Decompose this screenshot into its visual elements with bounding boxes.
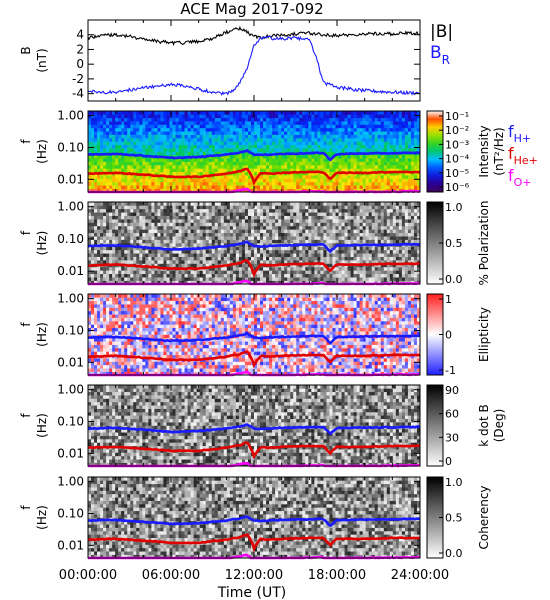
y-tick-label: 1.00 [57,383,84,397]
y-axis-unit: (Hz) [35,413,49,438]
fhe-plus-line [87,350,421,369]
colorbar-tick-label: 10⁻³ [445,138,469,151]
colorbar-tick-label: -1 [445,364,456,377]
colorbar-unit: (Deg) [492,409,506,443]
fhe-plus-line [87,533,421,552]
spectrogram-cells [88,202,421,285]
x-axis-label: Time (UT) [217,585,286,600]
fhe-plus-line [87,167,421,186]
colorbar-title: k dot B [477,404,491,446]
colorbar-tick-label: 0.0 [445,273,463,286]
legend-o-label: fO+ [508,166,532,189]
colorbar-title: Intensity [477,125,491,177]
colorbar-tick-label: 10⁻⁶ [445,181,470,194]
y-tick-label: 4 [76,28,84,42]
y-tick-label: 0.10 [57,140,84,154]
colorbar-tick-label: 1 [445,293,452,306]
colorbar [426,384,444,467]
y-axis-label: f [19,505,33,510]
colorbar-tick-label: 0 [445,329,452,342]
y-axis-label: f [19,230,33,235]
x-tick-label: 12:00:00 [225,568,283,583]
colorbar-tick-label: 1.0 [445,476,463,489]
y-axis-label: f [19,322,33,327]
spectrogram-cells [88,294,421,376]
y-tick-label: 0.10 [57,232,84,246]
y-tick-label: 1.00 [57,200,84,214]
panel-intensity: 1.00 0.10 0.01 f (Hz) 10⁻¹10⁻²10⁻³ 10⁻⁴10⁻⁵10⁻… [19,109,538,194]
colorbar [426,110,444,193]
colorbar-tick-label: 10⁻⁵ [445,167,469,180]
fh-plus-line [88,515,421,528]
fhe-plus-line [87,259,421,278]
y-tick-label: 0.01 [57,538,84,552]
colorbar-tick-label: 10⁻⁴ [445,153,470,166]
y-tick-label: -4 [72,87,84,101]
time-axis: 00:00:00 06:00:00 12:00:00 18:00:00 24:00:00 [59,568,449,583]
spectrogram-cells [88,477,421,559]
colorbar-tick-label: 0.0 [445,547,463,560]
colorbar-tick-label: 60 [445,408,459,421]
colorbar-tick-label: 1.0 [445,201,463,214]
colorbar-tick-label: 10⁻² [445,124,469,137]
y-tick-label: 1.00 [57,292,84,306]
panel-ellipticity: 1.00 0.10 0.01 f (Hz) 1 0 -1 Ellipticity [19,292,491,377]
legend-br-label: BR [430,43,450,67]
y-axis-label: f [19,139,33,144]
y-axis-unit: (Hz) [35,139,49,164]
series-b-line [87,25,421,47]
colorbar-tick-label: 0 [445,455,452,468]
colorbar-unit: (nT²/Hz) [492,127,506,175]
fh-plus-line [87,240,421,254]
y-tick-label: 0.10 [57,323,84,337]
fh-plus-line [87,148,421,162]
y-axis-label: B [19,46,33,54]
colorbar-title: Coherency [477,485,491,549]
colorbar-tick-label: 90 [445,384,459,397]
panels: 420-2-4B (nT)|B|BR1.000.100.01f (Hz)10⁻¹10… [19,19,538,560]
colorbar-tick-label: 30 [445,431,459,444]
legend-he-label: fHe+ [508,144,538,167]
y-tick-label: 0.01 [57,446,84,460]
fhe-plus-line [88,441,421,460]
x-tick-label: 24:00:00 [391,568,449,583]
y-tick-label: 0 [76,57,84,71]
colorbar-title: % Polarization [477,201,491,286]
y-tick-label: 0.10 [57,506,84,520]
colorbar-title: Ellipticity [477,307,491,362]
y-tick-label: 0.01 [57,264,84,278]
colorbar-tick-label: 0.5 [445,237,463,250]
y-tick-label: -2 [72,72,84,86]
x-tick-label: 18:00:00 [308,568,366,583]
y-tick-label: 1.00 [57,475,84,489]
y-tick-label: 2 [76,42,84,56]
panel-coherency: 1.00 0.10 0.01 f (Hz) 1.0 0.5 0.0 Coherency [19,475,491,560]
fh-plus-line [87,331,421,345]
y-tick-label: 0.01 [57,355,84,369]
colorbar-tick-label: 0.5 [445,512,463,525]
panel-polarization: 1.00 0.10 0.01 f (Hz) 1.0 0.5 0.0 % Polarization [19,200,491,286]
x-tick-label: 00:00:00 [59,568,117,583]
y-axis-unit: (Hz) [35,231,49,256]
panel-k-dot-b: 1.00 0.10 0.01 f (Hz) 90 60 30 0 k dot B (Deg) [19,383,506,468]
fh-plus-line [87,423,421,436]
series-br-line [87,35,421,97]
y-axis-unit: (Hz) [35,505,49,530]
panel-b-field: 420-2-4 B (nT) |B|BR [19,19,453,102]
y-tick-label: 0.01 [57,172,84,186]
y-tick-label: 1.00 [57,109,84,123]
panel-frame [87,19,421,102]
y-axis-unit: (Hz) [35,322,49,347]
legend-h-label: fH+ [508,122,531,145]
y-axis-label: f [19,413,33,418]
legend-magnitude-label: |B| [430,22,453,42]
y-axis-unit: (nT) [35,48,49,72]
colorbar-tick-label: 10⁻¹ [445,110,469,123]
x-tick-label: 06:00:00 [142,568,200,583]
y-tick-label: 0.10 [57,414,84,428]
figure-title: ACE Mag 2017-092 [180,0,323,18]
